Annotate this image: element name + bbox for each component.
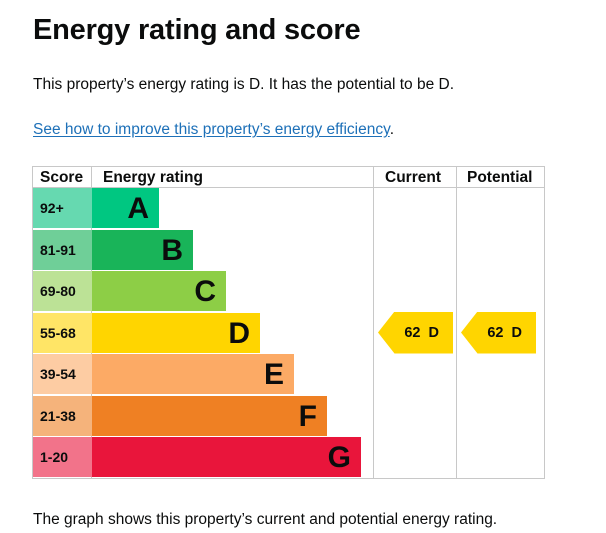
header-potential: Potential (467, 169, 533, 186)
header-divider (33, 187, 544, 188)
band-letter: E (263, 358, 284, 391)
band-bar: B (92, 229, 193, 270)
potential-rating-label: 62 D (487, 324, 522, 341)
band-score: 1-20 (33, 437, 92, 477)
current-column-divider (373, 167, 374, 478)
band-bar: D (92, 312, 260, 353)
improve-efficiency-link[interactable]: See how to improve this property’s energ… (33, 121, 390, 138)
current-rating-label: 62 D (404, 324, 439, 341)
band-bar: C (92, 271, 226, 311)
band-letter: C (194, 275, 216, 308)
chart-description: The graph shows this property’s current … (33, 511, 498, 528)
header-current: Current (385, 169, 441, 186)
band-bar: A (92, 188, 159, 228)
band-letter: G (327, 441, 351, 474)
rating-summary: This property’s energy rating is D. It h… (33, 76, 455, 93)
band-bar: E (92, 354, 294, 394)
potential-rating-arrow: 62 D (461, 311, 536, 354)
band-score: 69-80 (33, 271, 92, 311)
band-bar: F (92, 395, 327, 436)
band-bar: G (92, 437, 361, 477)
band-score: 81-91 (33, 229, 92, 270)
band-letter: F (298, 399, 317, 433)
current-rating-arrow: 62 D (378, 311, 453, 354)
band-letter: B (161, 233, 183, 267)
band-score: 39-54 (33, 354, 92, 394)
header-energy-rating: Energy rating (103, 169, 203, 186)
energy-rating-chart: Score Energy rating Current Potential 92… (32, 166, 545, 479)
band-score: 21-38 (33, 395, 92, 436)
band-score: 92+ (33, 188, 92, 228)
header-score: Score (40, 169, 84, 186)
improve-link-line: See how to improve this property’s energ… (33, 121, 394, 139)
page-title: Energy rating and score (33, 14, 361, 46)
band-score: 55-68 (33, 312, 92, 353)
band-letter: D (228, 316, 250, 350)
band-letter: A (127, 192, 149, 225)
potential-column-divider (456, 167, 457, 478)
link-suffix: . (389, 121, 394, 138)
